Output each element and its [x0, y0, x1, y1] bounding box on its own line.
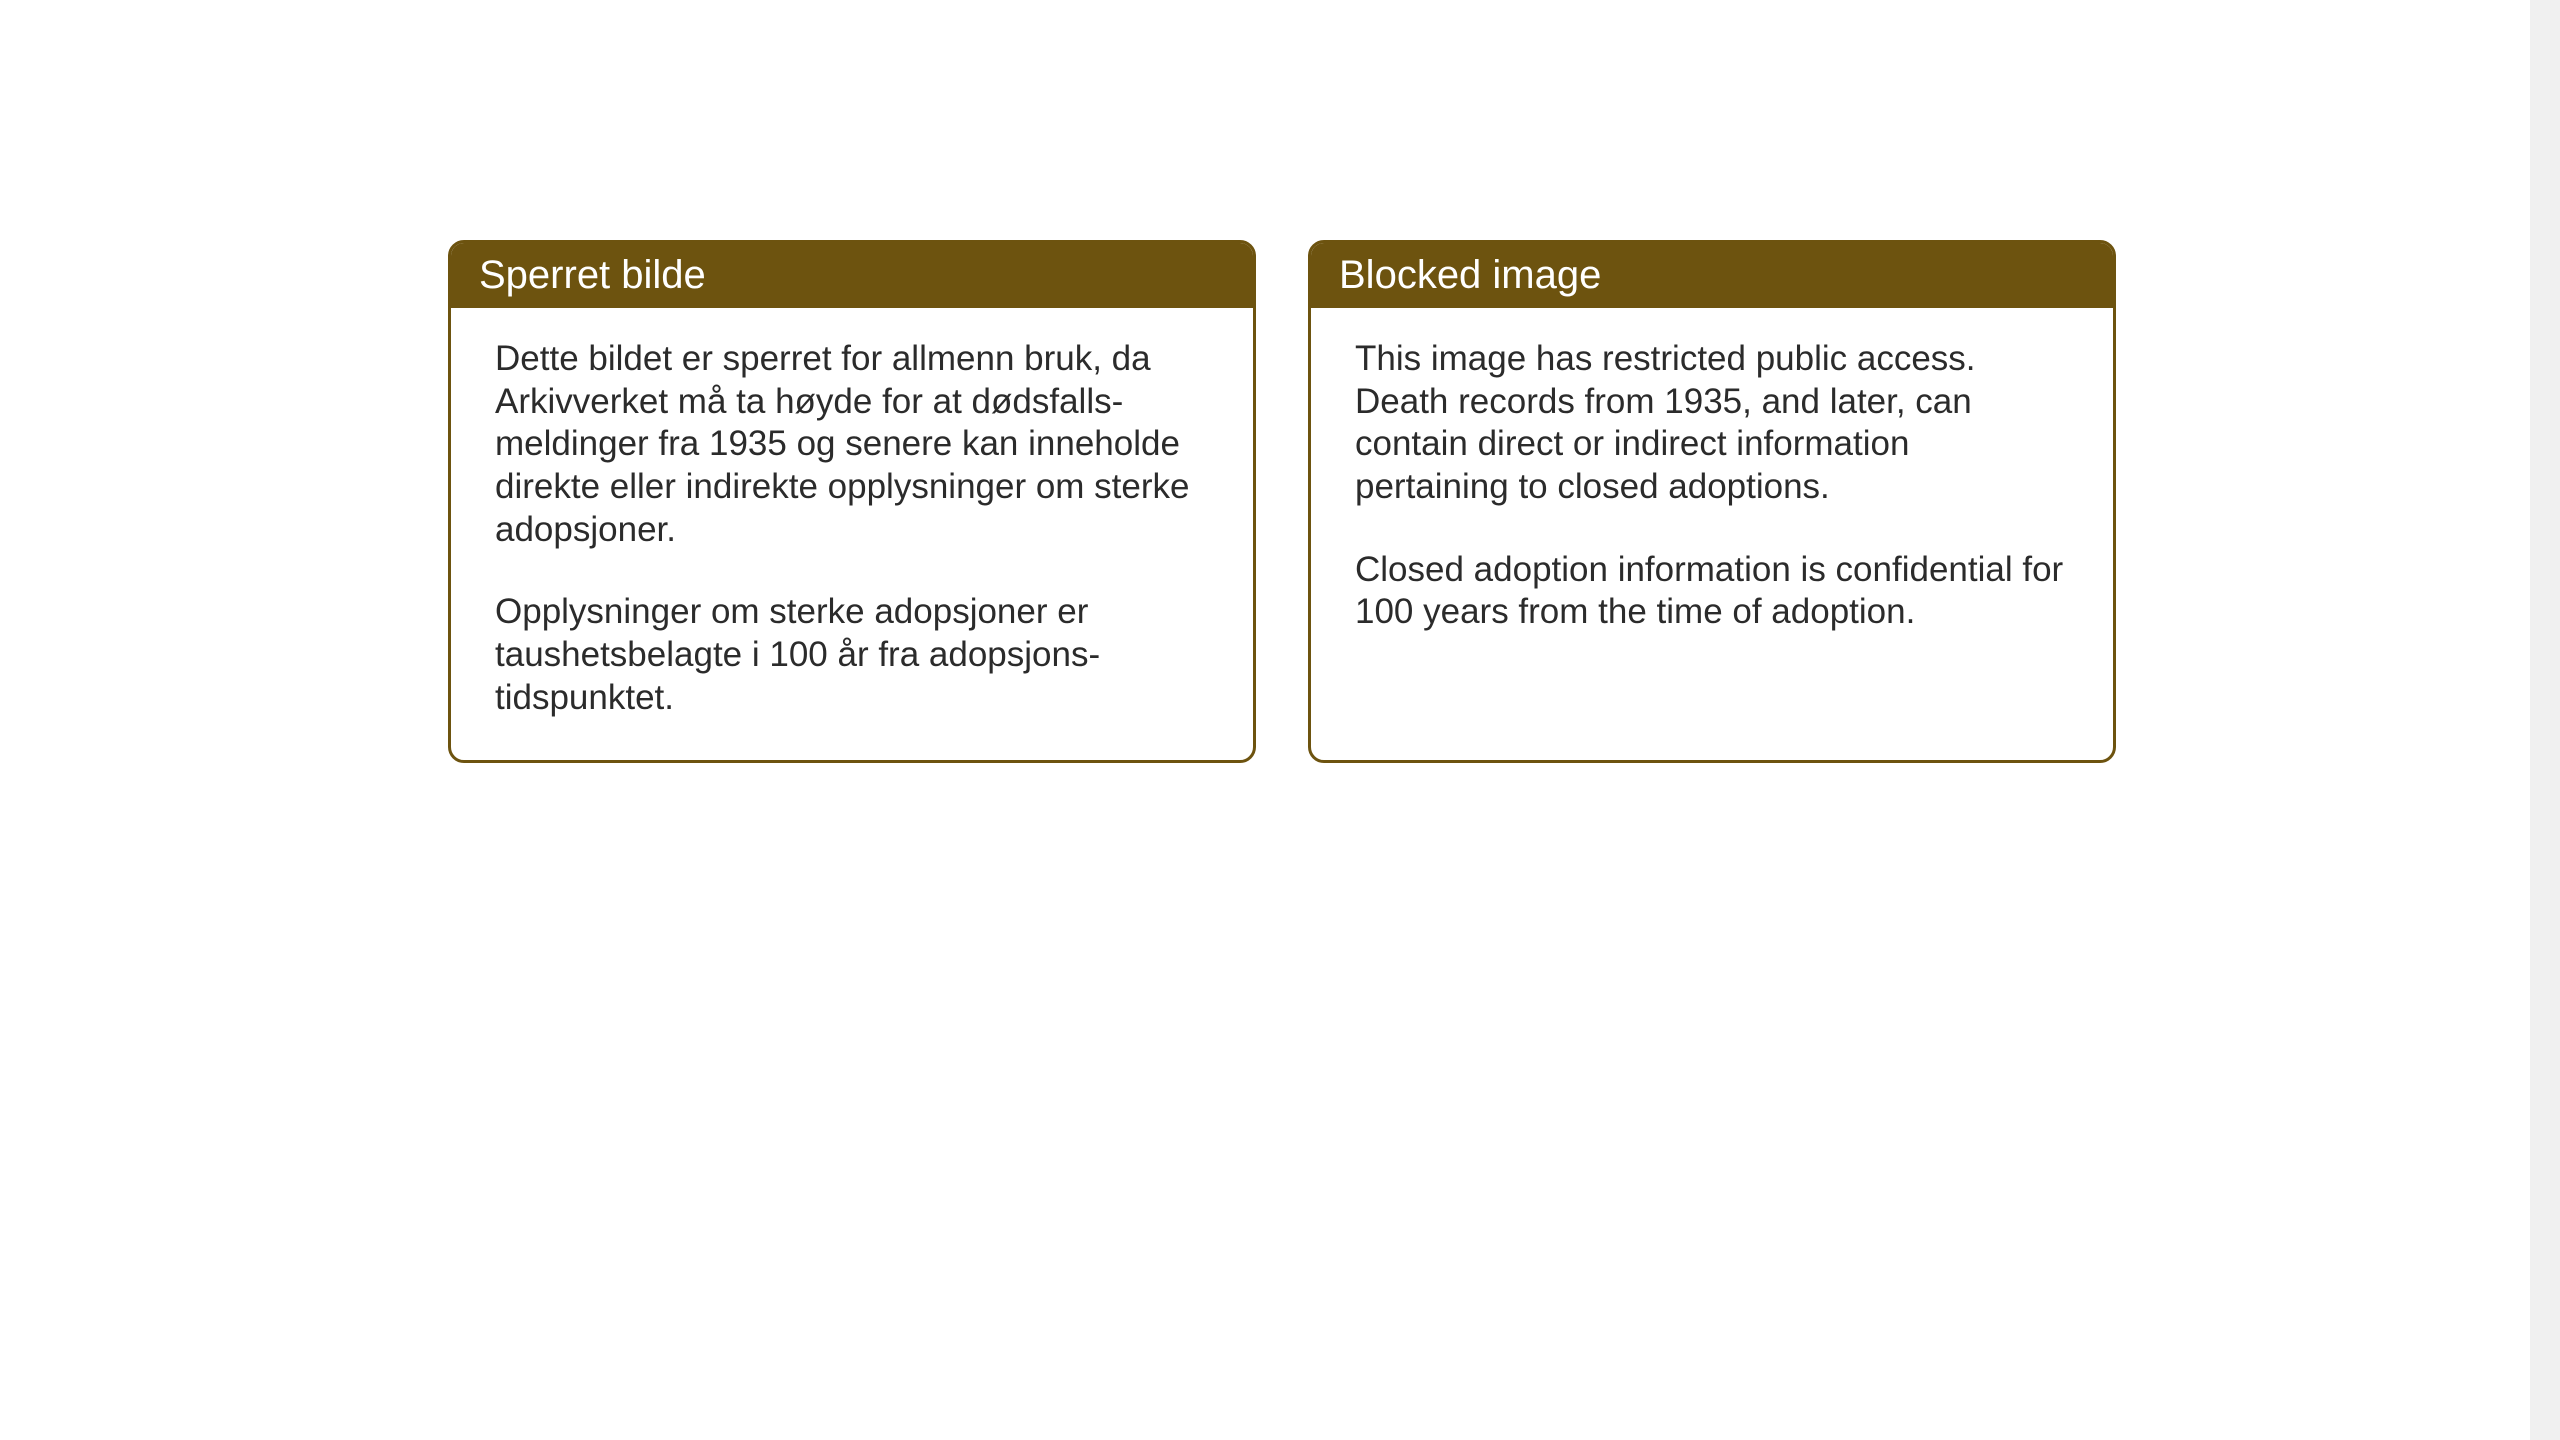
notice-card-english: Blocked image This image has restricted …: [1308, 240, 2116, 763]
notice-body-norwegian: Dette bildet er sperret for allmenn bruk…: [451, 308, 1253, 760]
scrollbar-track[interactable]: [2530, 0, 2560, 1440]
notice-container: Sperret bilde Dette bildet er sperret fo…: [448, 240, 2116, 763]
notice-paragraph: Opplysninger om sterke adopsjoner er tau…: [495, 591, 1209, 719]
notice-paragraph: This image has restricted public access.…: [1355, 338, 2069, 509]
notice-body-english: This image has restricted public access.…: [1311, 308, 2113, 674]
notice-paragraph: Dette bildet er sperret for allmenn bruk…: [495, 338, 1209, 551]
notice-title-norwegian: Sperret bilde: [451, 243, 1253, 308]
notice-title-english: Blocked image: [1311, 243, 2113, 308]
notice-paragraph: Closed adoption information is confident…: [1355, 549, 2069, 634]
notice-card-norwegian: Sperret bilde Dette bildet er sperret fo…: [448, 240, 1256, 763]
